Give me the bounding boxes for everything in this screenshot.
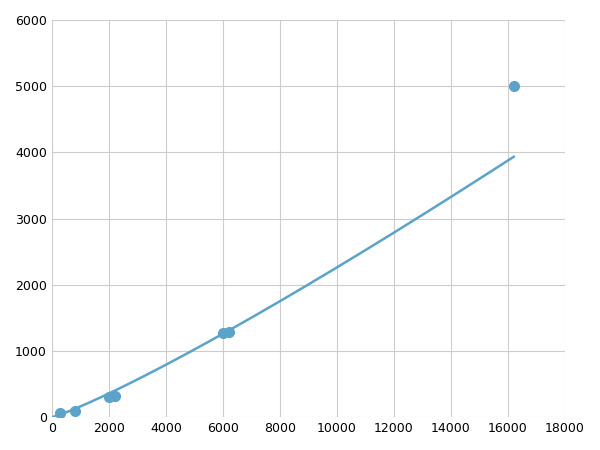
Point xyxy=(509,83,518,90)
Point xyxy=(218,329,228,337)
Point xyxy=(104,393,113,400)
Point xyxy=(56,410,65,417)
Point xyxy=(224,328,233,336)
Point xyxy=(110,392,119,399)
Point xyxy=(70,407,79,414)
